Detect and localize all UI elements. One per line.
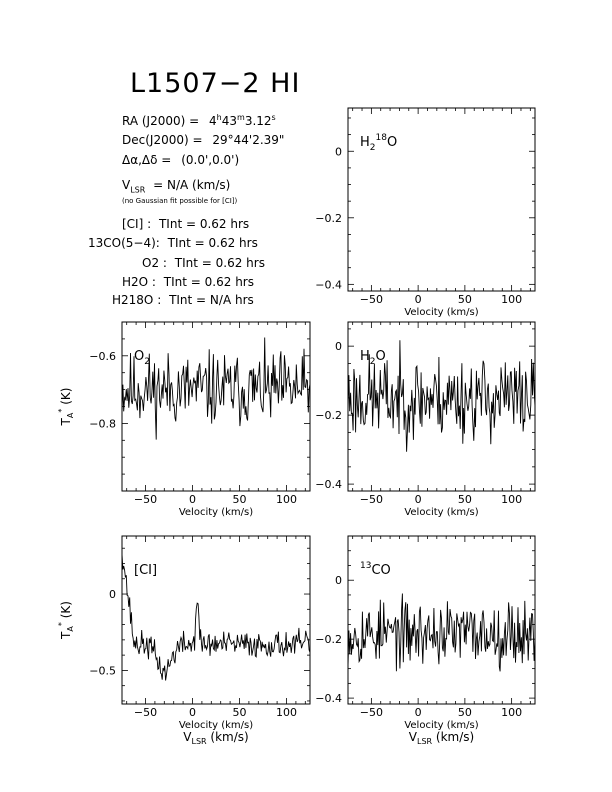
y-axis-label: TA* (K) — [57, 388, 75, 427]
tint-h2o-value: TInt = 0.62 hrs — [163, 275, 254, 289]
ra-value: 4h43m3.12s — [209, 113, 276, 128]
y-tick-label: −0.5 — [89, 664, 116, 677]
x-tick-label: 100 — [276, 493, 297, 506]
x-tick-label: 50 — [458, 293, 472, 306]
tint-o2-line: O2 : — [142, 256, 167, 270]
x-axis-label: Velocity (km/s) — [404, 507, 478, 518]
tint-13co-line: 13CO(5−4): — [88, 236, 160, 250]
tint-h2o-line: H2O : — [122, 275, 156, 289]
species-label: [CI] — [134, 563, 157, 578]
x-tick-label: 0 — [189, 493, 196, 506]
x-axis-label: Velocity (km/s) — [179, 507, 253, 518]
x-tick-label: 0 — [415, 493, 422, 506]
panel-ci: −50 0 50 100 0 −0.5 Velocity (km/s)VLSR (km/s)… — [57, 535, 311, 746]
tint-ci-value: TInt = 0.62 hrs — [158, 217, 250, 231]
x-tick-label: 100 — [501, 493, 522, 506]
tint-ci: [CI] : TInt = 0.62 hrs — [122, 217, 249, 231]
y-tick-label: −0.6 — [89, 350, 116, 363]
y-tick-label: −0.4 — [315, 478, 342, 491]
x-tick-label: −50 — [360, 706, 383, 719]
vlsr-axis-label: VLSR (km/s) — [409, 730, 474, 746]
dec-row: Dec(J2000) = 29°44'2.39" — [122, 133, 284, 147]
tint-o2: O2 : TInt = 0.62 hrs — [142, 256, 265, 270]
vlsr-row: VLSR = N/A (km/s) — [122, 178, 230, 194]
tint-h218o: H218O : TInt = N/A hrs — [112, 293, 254, 307]
spectrum-line-ci — [121, 554, 311, 681]
species-label: H218O — [360, 133, 397, 153]
tint-ci-line: [CI] : — [122, 217, 152, 231]
x-tick-label: 0 — [415, 706, 422, 719]
species-label: O2 — [134, 349, 150, 367]
x-tick-label: −50 — [134, 493, 157, 506]
plot-frame — [347, 321, 536, 492]
offset-row: Δα,Δδ = (0.0',0.0') — [122, 153, 239, 167]
plot-frame — [121, 535, 311, 705]
y-tick-label: 0 — [109, 588, 116, 601]
offset-value: (0.0',0.0') — [181, 153, 240, 167]
tint-o2-value: TInt = 0.62 hrs — [174, 256, 265, 270]
species-label: 13CO — [360, 561, 391, 578]
y-tick-label: −0.8 — [89, 417, 116, 430]
tint-13co: 13CO(5−4): TInt = 0.62 hrs — [88, 236, 258, 250]
ra-label: RA (J2000) = — [122, 114, 200, 128]
panel-h218o: −50 0 50 100 0 −0.2 −0.4 Velocity (km/s) H218O — [315, 107, 536, 318]
x-axis-label: Velocity (km/s) — [179, 720, 253, 731]
dec-value: 29°44'2.39" — [212, 133, 285, 147]
y-tick-label: 0 — [335, 340, 342, 353]
x-tick-label: 0 — [189, 706, 196, 719]
x-tick-label: 100 — [501, 706, 522, 719]
tint-13co-value: TInt = 0.62 hrs — [167, 236, 258, 250]
vlsr-axis-label: VLSR (km/s) — [183, 730, 248, 746]
vlsr-label: VLSR — [122, 178, 146, 195]
page-title: L1507−2 HI — [130, 68, 301, 99]
y-tick-label: −0.4 — [315, 692, 342, 705]
x-tick-label: −50 — [360, 293, 383, 306]
y-tick-label: −0.2 — [315, 212, 342, 225]
y-tick-label: 0 — [335, 574, 342, 587]
y-tick-label: 0 — [335, 145, 342, 158]
x-tick-label: 100 — [501, 293, 522, 306]
vlsr-value: = N/A (km/s) — [153, 178, 231, 192]
x-tick-label: −50 — [134, 706, 157, 719]
tint-h2o: H2O : TInt = 0.62 hrs — [122, 275, 254, 289]
spectrum-line-co13 — [347, 593, 536, 672]
panel-co13: −50 0 50 100 0 −0.2 −0.4 Velocity (km/s)VLSR (k… — [315, 535, 536, 746]
panel-o2: −50 0 50 100 −0.6 −0.8 Velocity (km/s) TA* (K) O… — [57, 321, 311, 518]
y-tick-label: −0.2 — [315, 633, 342, 646]
dec-label: Dec(J2000) = — [122, 133, 203, 147]
y-tick-label: −0.4 — [315, 278, 342, 291]
x-tick-label: 50 — [458, 706, 472, 719]
y-tick-label: −0.2 — [315, 409, 342, 422]
spectrum-line-o2 — [121, 337, 311, 440]
x-tick-label: 50 — [233, 706, 247, 719]
spectrum-line-h2o — [347, 340, 536, 452]
tint-h218o-value: TInt = N/A hrs — [169, 293, 254, 307]
offset-label: Δα,Δδ = — [122, 153, 172, 167]
plot-frame — [347, 107, 536, 292]
x-tick-label: 50 — [233, 493, 247, 506]
panel-h2o: −50 0 50 100 0 −0.2 −0.4 Velocity (km/s) H2O — [315, 321, 536, 518]
ra-row: RA (J2000) = 4h43m3.12s — [122, 113, 276, 128]
x-tick-label: 100 — [276, 706, 297, 719]
plot-frame — [347, 535, 536, 705]
fit-note: (no Gaussian fit possible for [CI]) — [122, 197, 238, 205]
x-axis-label: Velocity (km/s) — [404, 720, 478, 731]
x-tick-label: −50 — [360, 493, 383, 506]
species-label: H2O — [360, 349, 386, 367]
y-axis-label: TA* (K) — [57, 601, 75, 640]
x-axis-label: Velocity (km/s) — [404, 307, 478, 318]
x-tick-label: 50 — [458, 493, 472, 506]
tint-h218o-line: H218O : — [112, 293, 162, 307]
x-tick-label: 0 — [415, 293, 422, 306]
